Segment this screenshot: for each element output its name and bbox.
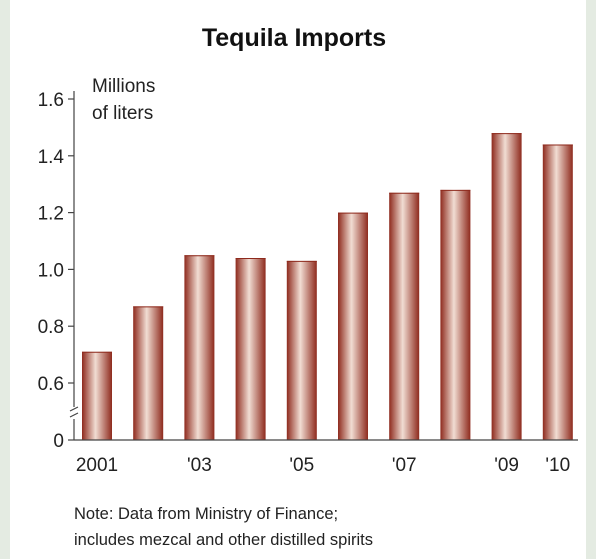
bar-chart: Tequila Imports Millions of liters 00.60… <box>38 24 578 549</box>
bar-2008 <box>440 189 471 440</box>
y-tick-label: 1.2 <box>38 204 64 225</box>
x-axis: 2001 '03 '05 '07 '09 '10 <box>74 439 578 476</box>
footnote-line2: includes mezcal and other distilled spir… <box>74 531 373 549</box>
bar-2001 <box>82 351 112 440</box>
axis-break-mark <box>69 406 79 418</box>
chart-panel: Tequila Imports Millions of liters 0 0.6 0… <box>10 0 586 559</box>
x-tick-label: '09 <box>494 455 519 476</box>
x-tick-label: '05 <box>289 455 314 476</box>
bar-2004 <box>235 258 266 440</box>
bars <box>82 133 573 440</box>
y-unit-label-line1: Millions <box>92 76 155 97</box>
bar-2002 <box>133 306 164 440</box>
y-tick-label: 0.8 <box>38 317 64 338</box>
bar-2006 <box>338 212 368 440</box>
bar-2005 <box>286 260 317 440</box>
x-tick-label: '07 <box>392 455 417 476</box>
y-unit-label-line2: of liters <box>92 103 153 124</box>
bar-2009 <box>491 133 522 440</box>
footnote-line1: Note: Data from Ministry of Finance; <box>74 505 338 523</box>
x-tick-label: 2001 <box>76 455 118 476</box>
x-tick-label: '03 <box>187 455 212 476</box>
y-tick-label: 1.6 <box>38 90 64 111</box>
chart-title: Tequila Imports <box>202 24 386 52</box>
y-tick-label: 1.0 <box>38 260 64 281</box>
y-tick-label: 0.6 <box>38 374 64 395</box>
y-axis: 0 0.6 0.8 1.0 1.2 1.4 1.6 <box>38 90 79 452</box>
x-tick-label: '10 <box>545 455 570 476</box>
bar-2010 <box>542 144 573 440</box>
bar-2003 <box>184 255 215 440</box>
y-tick-label: 0 <box>53 431 64 452</box>
y-tick-label: 1.4 <box>38 147 65 168</box>
bar-2007 <box>389 192 420 440</box>
